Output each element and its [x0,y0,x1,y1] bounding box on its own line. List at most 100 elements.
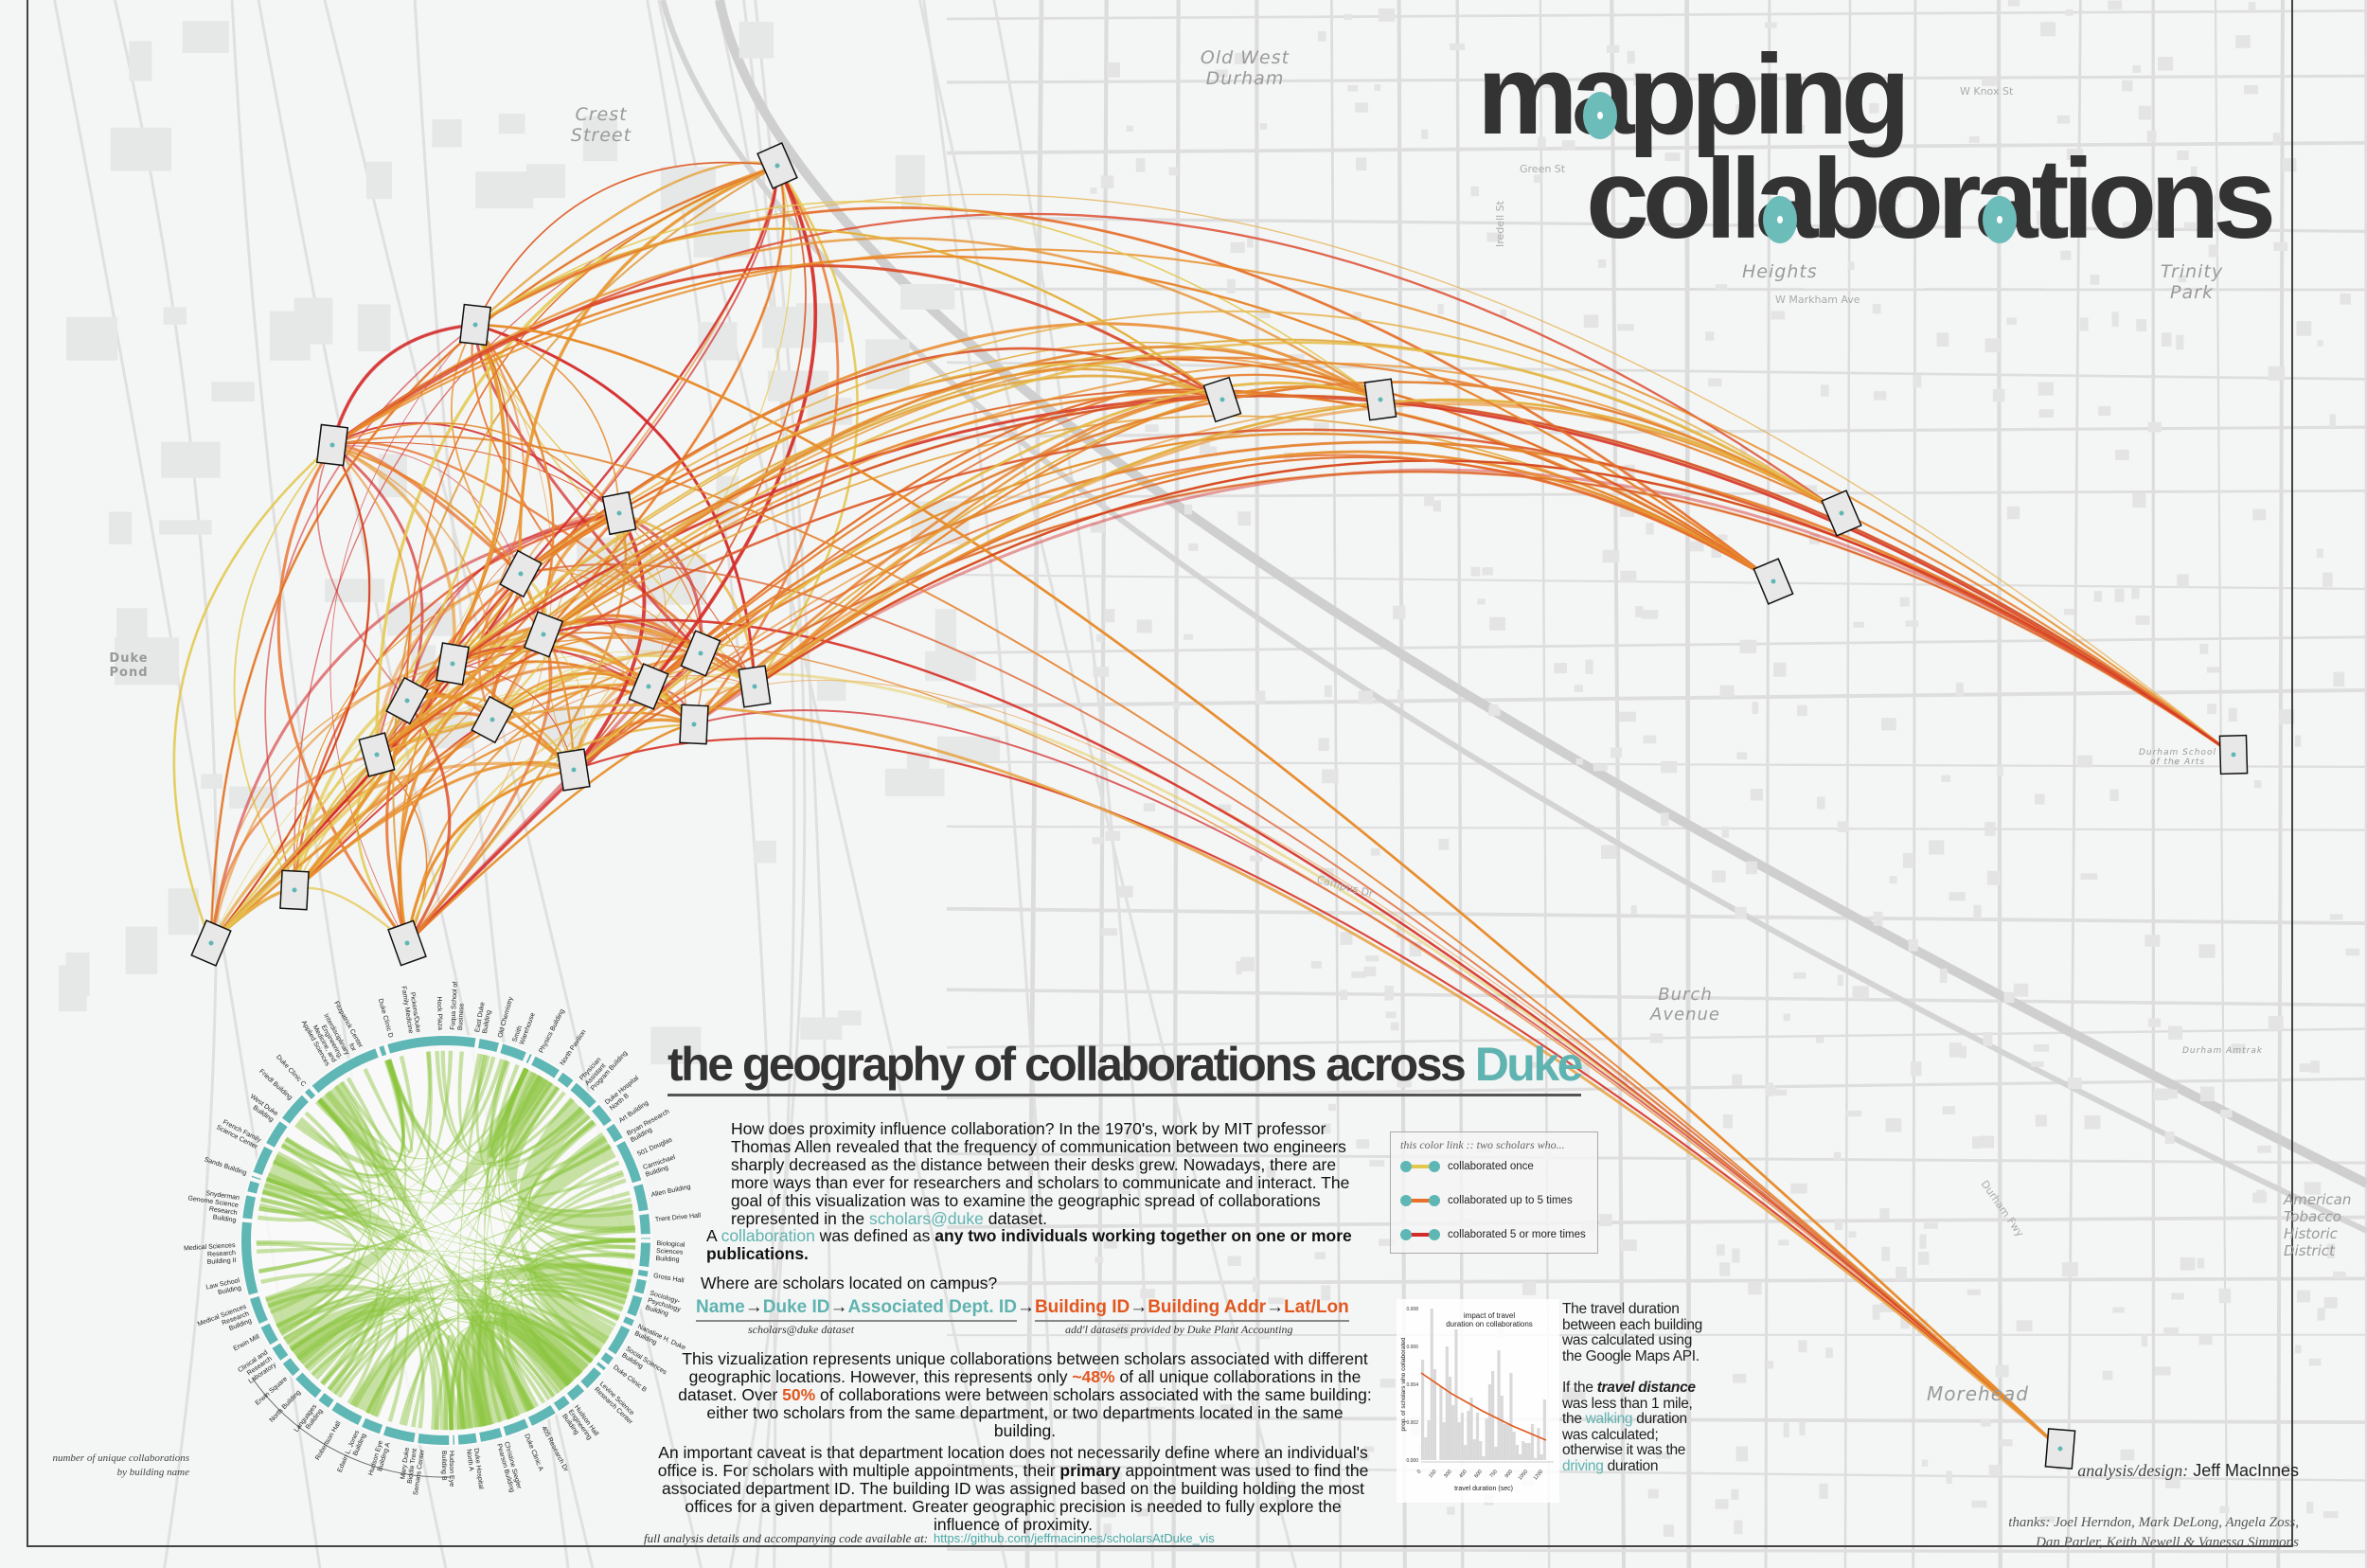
building-footprint [1095,1256,1104,1263]
road [946,635,2367,655]
building-footprint [2237,205,2248,211]
building-footprint [2168,1089,2178,1099]
chord-ribbon [311,1264,633,1378]
building-footprint [2145,935,2161,947]
building-footprint [1554,663,1567,674]
building-footprint [1562,1387,1576,1402]
street-label: W Knox St [1960,85,2014,98]
building-footprint [2164,1131,2175,1144]
chart-bar [1494,1447,1498,1460]
building-footprint [1100,928,1117,936]
caveat-paragraph: An important caveat is that department l… [653,1444,1373,1534]
chord-ribbon [261,1189,360,1336]
chord-ribbon [265,1154,580,1394]
scope-text: of all unique collaborations in the data… [678,1367,1361,1404]
chord-ribbon [346,1077,449,1431]
building-node [691,722,697,727]
building-footprint [1881,1246,1891,1261]
building-footprint [1122,1149,1136,1162]
building-footprint [1583,314,1599,328]
chord-segment [633,1184,649,1212]
collaboration-arc [573,454,1774,771]
building-footprint [1921,1459,1929,1467]
chord-ribbon [289,1263,633,1351]
chart-bar [1469,1398,1473,1460]
building-footprint [1575,1390,1586,1400]
collaboration-arc [405,633,553,945]
building-footprint [2294,735,2302,747]
building-footprint [1716,1244,1725,1256]
collaboration-term: collaboration [721,1226,815,1245]
building-footprint [1619,711,1636,722]
building-footprint [2176,334,2184,350]
building-footprint [1734,1520,1743,1535]
section-title-duke: Duke [1474,1038,1584,1091]
building-footprint [901,181,922,210]
collaboration-arc [406,165,779,702]
chord-note: number of unique collaborations by build… [52,1452,189,1478]
building-footprint [2177,574,2189,588]
chord-ribbon [317,1097,636,1243]
building-footprint [1447,1506,1455,1515]
github-link[interactable]: https://github.com/jeffmacinnes/scholars… [934,1531,1215,1545]
building-footprint [1396,923,1403,938]
chord-segment [596,1362,606,1371]
chord-ribbon [457,1051,543,1153]
building-footprint [2199,643,2209,654]
collaboration-arc [618,512,667,687]
building-footprint [1721,826,1730,838]
link-swatch-icon [1400,1229,1440,1240]
road [1843,0,1852,1568]
building-footprint [1949,1345,1956,1355]
building-footprint [1328,1103,1336,1112]
building-footprint [1793,217,1803,228]
building-footprint [1090,187,1097,194]
pct-48: ~48% [1072,1367,1115,1386]
chord-ribbon [440,1050,591,1167]
building-footprint [2136,319,2147,332]
chord-ribbon [256,1241,425,1429]
building-footprint [1693,214,1702,227]
chord-ribbon [264,1181,454,1431]
building-footprint [2003,991,2015,1004]
building-footprint [1899,597,1910,607]
flow-orange-group: Building ID→Building Addr→Lat/Lon [1034,1297,1349,1322]
collaboration-arc [543,367,1223,636]
scope-text: This vizualization represents unique col… [682,1349,1368,1386]
y-tick-label: 0.008 [1406,1307,1418,1312]
collaboration-arc [474,162,778,326]
road [1764,0,1771,1568]
collaboration-arc [210,663,454,944]
building-footprint [1203,446,1218,454]
chord-ribbon [353,1320,556,1408]
building-footprint [1117,1323,1130,1339]
building-footprint [1597,259,1607,268]
building-footprint [1540,72,1555,88]
building-footprint [1833,1151,1842,1162]
building-footprint [1837,821,1849,832]
y-tick-label: 0.006 [1406,1345,1418,1350]
building-footprint [1941,775,1951,782]
building-footprint [1184,633,1193,640]
chart-bar [1427,1420,1431,1460]
caveat-text: appointment was used to find the associa… [662,1461,1369,1534]
building-footprint [1561,140,1575,151]
chord-segment [304,1088,316,1099]
chord-segment [525,1054,532,1064]
fit-line [1420,1372,1547,1441]
building-footprint [1093,667,1110,677]
collaboration-arc [293,324,507,892]
street-label: Iredell St [1493,201,1506,247]
building-footprint [1719,1262,1731,1276]
building-footprint [1719,685,1735,698]
x-tick-label: 0 [1416,1469,1423,1474]
building-footprint [2153,1090,2169,1101]
building-footprint [1340,989,1348,1001]
collaboration-arc [572,512,647,772]
chord-ribbon [297,1312,459,1431]
chord-ribbon [386,1059,601,1354]
chord-ribbon [277,1291,595,1363]
chart-svg: 0.000 0.002 0.004 0.006 0.008 0 150 300 450 600 75… [1400,1307,1554,1492]
chord-ribbon [265,1177,580,1378]
chord-ribbon [489,1060,633,1213]
